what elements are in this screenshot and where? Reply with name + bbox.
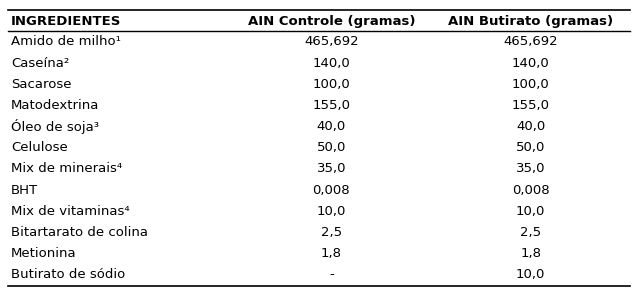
Text: 10,0: 10,0: [316, 205, 346, 218]
Text: 10,0: 10,0: [516, 205, 545, 218]
Text: 35,0: 35,0: [516, 163, 545, 176]
Text: 10,0: 10,0: [516, 268, 545, 281]
Text: 140,0: 140,0: [512, 57, 549, 69]
Text: 140,0: 140,0: [313, 57, 350, 69]
Text: AIN Butirato (gramas): AIN Butirato (gramas): [448, 15, 613, 28]
Text: Mix de minerais⁴: Mix de minerais⁴: [11, 163, 122, 176]
Text: 2,5: 2,5: [321, 226, 342, 239]
Text: Amido de milho¹: Amido de milho¹: [11, 35, 121, 48]
Text: -: -: [329, 268, 334, 281]
Text: Caseína²: Caseína²: [11, 57, 69, 69]
Text: 35,0: 35,0: [316, 163, 346, 176]
Text: Bitartarato de colina: Bitartarato de colina: [11, 226, 148, 239]
Text: 50,0: 50,0: [316, 141, 346, 154]
Text: 100,0: 100,0: [512, 78, 549, 91]
Text: Óleo de soja³: Óleo de soja³: [11, 119, 99, 134]
Text: 50,0: 50,0: [516, 141, 545, 154]
Text: Matodextrina: Matodextrina: [11, 99, 100, 112]
Text: Metionina: Metionina: [11, 247, 77, 260]
Text: Sacarose: Sacarose: [11, 78, 71, 91]
Text: 0,008: 0,008: [313, 184, 350, 197]
Text: Butirato de sódio: Butirato de sódio: [11, 268, 125, 281]
Text: 40,0: 40,0: [317, 120, 346, 133]
Text: 1,8: 1,8: [520, 247, 541, 260]
Text: 155,0: 155,0: [313, 99, 350, 112]
Text: 1,8: 1,8: [321, 247, 342, 260]
Text: BHT: BHT: [11, 184, 38, 197]
Text: Mix de vitaminas⁴: Mix de vitaminas⁴: [11, 205, 130, 218]
Text: 40,0: 40,0: [516, 120, 545, 133]
Text: 465,692: 465,692: [304, 35, 359, 48]
Text: 100,0: 100,0: [313, 78, 350, 91]
Text: 465,692: 465,692: [503, 35, 558, 48]
Text: Celulose: Celulose: [11, 141, 68, 154]
Text: 155,0: 155,0: [512, 99, 549, 112]
Text: AIN Controle (gramas): AIN Controle (gramas): [248, 15, 415, 28]
Text: INGREDIENTES: INGREDIENTES: [11, 15, 121, 28]
Text: 0,008: 0,008: [512, 184, 549, 197]
Text: 2,5: 2,5: [520, 226, 541, 239]
